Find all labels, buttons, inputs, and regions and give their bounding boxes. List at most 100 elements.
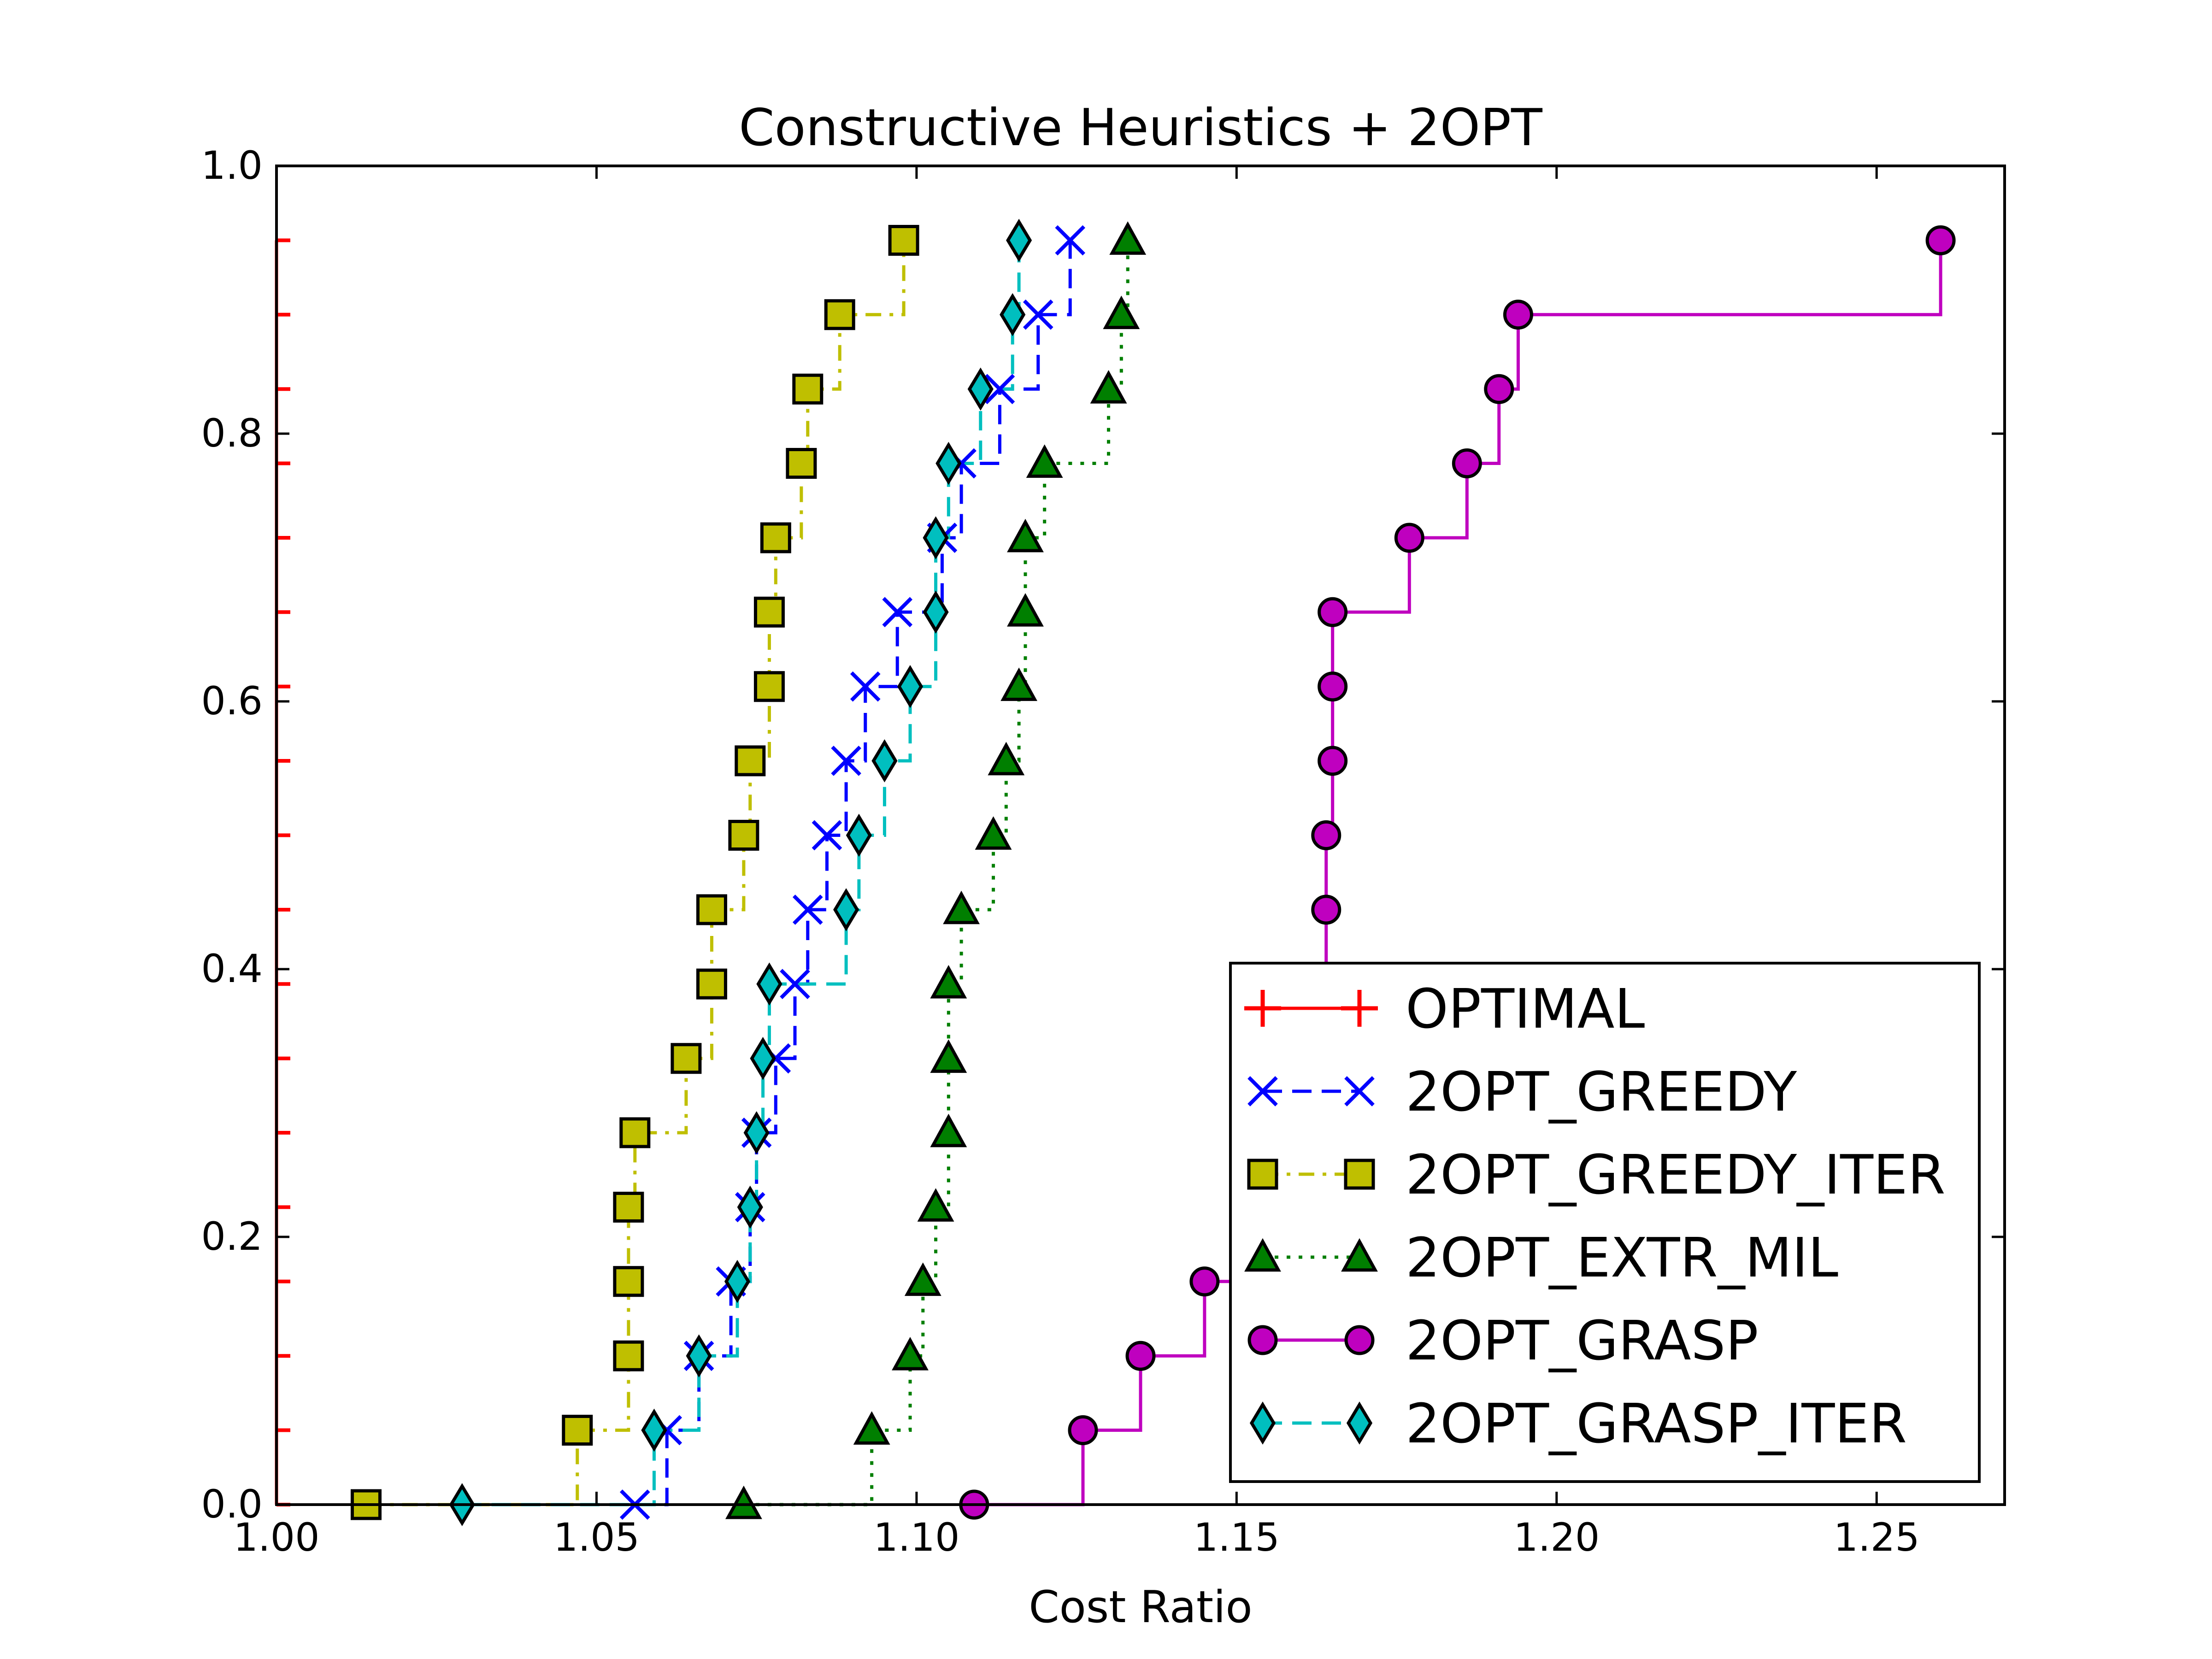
x-axis-label: Cost Ratio	[1029, 1582, 1252, 1633]
series-markers	[276, 218, 1956, 1526]
marker-2opt-extr-mil	[917, 1188, 954, 1222]
marker-2opt-greedy	[882, 597, 913, 628]
marker-2opt-greedy-iter	[760, 522, 791, 553]
y-tick-label: 0.2	[201, 1214, 263, 1259]
marker-2opt-greedy-iter	[671, 1043, 702, 1074]
marker-2opt-grasp	[1125, 1341, 1156, 1371]
series-line-2opt-grasp-iter	[462, 240, 1021, 1506]
x-tick-label: 1.00	[233, 1515, 319, 1560]
marker-2opt-extr-mil	[1109, 221, 1147, 255]
marker-2opt-extr-mil	[904, 1262, 941, 1296]
marker-2opt-extr-mil	[1000, 667, 1038, 701]
x-tick-label: 1.10	[873, 1515, 959, 1560]
chart-title: Constructive Heuristics + 2OPT	[739, 98, 1543, 158]
legend-marker-2opt-greedy	[1247, 1076, 1278, 1106]
marker-2opt-greedy	[831, 746, 861, 776]
series-line-2opt-greedy-iter	[366, 240, 906, 1506]
axis-ticks: 1.00 1.05 1.10 1.15 1.20 1.25 0.0 0.2 0.4 0.6 0.8 1…	[201, 143, 2005, 1560]
marker-2opt-grasp-iter	[833, 888, 859, 931]
x-tick-label: 1.05	[553, 1515, 640, 1560]
legend-label-2opt-greedy-iter: 2OPT_GREEDY_ITER	[1406, 1143, 1946, 1206]
marker-2opt-greedy-iter	[728, 820, 759, 851]
marker-2opt-grasp-iter	[750, 1036, 776, 1080]
marker-2opt-extr-mil	[975, 816, 1012, 850]
marker-2opt-grasp-iter	[1000, 293, 1026, 336]
legend-marker-2opt-extr-mil	[1244, 1238, 1281, 1272]
marker-2opt-greedy-iter	[562, 1414, 593, 1446]
marker-2opt-grasp-iter	[846, 813, 872, 857]
marker-2opt-grasp	[1394, 523, 1424, 553]
marker-2opt-greedy	[792, 894, 823, 925]
marker-2opt-greedy	[1055, 225, 1086, 256]
marker-2opt-grasp-iter	[756, 962, 782, 1006]
marker-2opt-greedy-iter	[613, 1340, 644, 1371]
marker-2opt-grasp	[1452, 448, 1482, 478]
marker-2opt-grasp	[1068, 1415, 1098, 1445]
marker-2opt-extr-mil	[930, 965, 967, 999]
marker-2opt-greedy-iter	[792, 373, 824, 405]
marker-2opt-extr-mil	[1103, 295, 1140, 329]
x-tick-label: 1.25	[1834, 1515, 1920, 1560]
marker-2opt-extr-mil	[930, 1113, 967, 1147]
marker-2opt-extr-mil	[725, 1485, 762, 1519]
axes-frame	[275, 165, 2006, 1506]
marker-2opt-extr-mil	[1090, 370, 1127, 404]
marker-2opt-grasp	[1318, 746, 1348, 776]
legend-box	[1229, 962, 1981, 1483]
marker-2opt-extr-mil	[988, 741, 1025, 776]
legend-label-optimal: OPTIMAL	[1406, 977, 1645, 1041]
marker-2opt-greedy-iter	[735, 745, 766, 777]
marker-2opt-greedy-iter	[824, 299, 855, 330]
marker-2opt-grasp	[1318, 671, 1348, 702]
marker-2opt-greedy	[780, 969, 810, 1000]
legend-marker-optimal	[1341, 990, 1378, 1027]
y-tick-label: 0.6	[201, 678, 263, 724]
marker-2opt-grasp-iter	[935, 441, 962, 485]
marker-2opt-grasp	[1189, 1266, 1220, 1297]
legend-label-2opt-greedy: 2OPT_GREEDY	[1406, 1060, 1797, 1124]
marker-2opt-extr-mil	[892, 1336, 929, 1371]
marker-2opt-grasp-iter	[724, 1259, 751, 1303]
y-tick-label: 0.4	[201, 946, 263, 991]
marker-2opt-grasp-iter	[923, 516, 949, 559]
series-line-2opt-grasp	[974, 240, 1942, 1506]
marker-2opt-greedy-iter	[786, 447, 817, 479]
legend-marker-2opt-grasp	[1344, 1325, 1375, 1355]
marker-2opt-grasp	[1311, 820, 1341, 850]
marker-2opt-greedy	[812, 820, 842, 851]
marker-2opt-extr-mil	[853, 1411, 890, 1445]
marker-2opt-extr-mil	[1007, 593, 1044, 627]
series-line-2opt-extr-mil	[743, 240, 1130, 1506]
marker-2opt-grasp	[1311, 894, 1341, 925]
marker-2opt-greedy-iter	[888, 225, 919, 256]
marker-2opt-greedy	[1023, 299, 1053, 330]
marker-2opt-greedy-iter	[696, 894, 727, 925]
marker-2opt-grasp-iter	[967, 367, 994, 411]
legend-label-2opt-grasp: 2OPT_GRASP	[1406, 1309, 1759, 1372]
marker-2opt-grasp-iter	[737, 1185, 763, 1229]
x-tick-label: 1.20	[1513, 1515, 1600, 1560]
marker-2opt-greedy	[850, 671, 881, 702]
marker-2opt-grasp	[1925, 225, 1956, 256]
marker-2opt-grasp	[1503, 300, 1533, 330]
marker-2opt-extr-mil	[1026, 444, 1063, 478]
legend-label-2opt-extr-mil: 2OPT_EXTR_MIL	[1406, 1226, 1838, 1289]
legend-marker-2opt-grasp-iter	[1346, 1401, 1373, 1445]
x-tick-label: 1.15	[1194, 1515, 1280, 1560]
marker-2opt-greedy-iter	[619, 1117, 651, 1148]
marker-2opt-greedy-iter	[753, 596, 785, 628]
marker-2opt-extr-mil	[930, 1039, 967, 1073]
marker-2opt-extr-mil	[1007, 518, 1044, 553]
legend-marker-2opt-grasp	[1247, 1325, 1278, 1355]
marker-2opt-grasp-iter	[871, 739, 898, 782]
legend: OPTIMAL 2OPT_GREEDY 2OPT_GREEDY_ITER 2OPT_E…	[1229, 962, 1981, 1483]
legend-marker-2opt-greedy-iter	[1344, 1159, 1375, 1190]
y-tick-label: 0.0	[201, 1482, 263, 1527]
legend-marker-2opt-grasp-iter	[1249, 1401, 1276, 1445]
marker-2opt-grasp-iter	[743, 1111, 770, 1154]
legend-marker-2opt-extr-mil	[1341, 1238, 1378, 1272]
marker-2opt-grasp-iter	[641, 1408, 667, 1452]
marker-2opt-greedy-iter	[613, 1192, 644, 1223]
marker-2opt-grasp-iter	[686, 1334, 712, 1378]
